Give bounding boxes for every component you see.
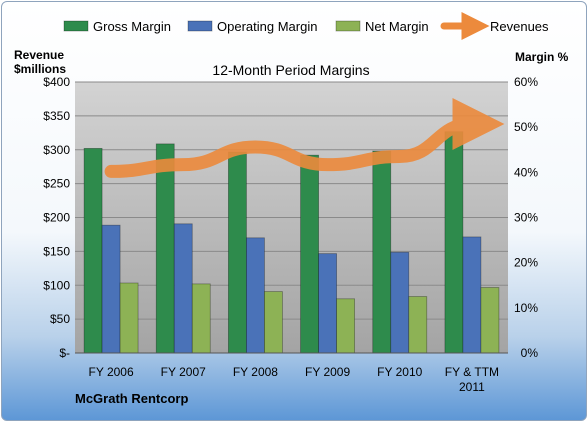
bar-gross-margin [228,151,247,354]
bar-net-margin [264,291,283,354]
right-tick-label: 20% [514,256,538,270]
bar-net-margin [480,287,500,354]
right-tick-label: 50% [514,120,538,134]
left-tick-label: $300 [43,143,70,157]
legend-swatch [63,20,89,32]
left-tick-label: $100 [43,278,70,292]
right-axis-label: Margin % [515,50,569,64]
left-tick-label: $250 [43,177,70,191]
bar-net-margin [191,283,211,354]
left-tick-label: $400 [43,75,70,89]
revenue-line [104,98,505,178]
left-axis-label-line2: $millions [14,62,66,76]
category-label: FY 2007 [161,365,206,379]
legend-label: Operating Margin [217,19,317,34]
left-tick-label: $150 [43,244,70,258]
legend-label: Revenues [490,19,549,34]
right-tick-label: 0% [521,346,539,360]
legend: Gross Margin Operating Margin Net Margin Re… [63,12,549,40]
bar-operating-margin [173,223,193,354]
category-label: FY 2010 [377,365,422,379]
revenue-line-group [104,98,505,178]
bar-operating-margin [101,224,121,354]
bar-net-margin [408,296,428,354]
right-axis: 0% 10% 20% 30% 40% 50% 60% [514,75,538,360]
right-tick-label: 40% [514,165,538,179]
company-name: McGrath Rentcorp [75,391,188,406]
bar-gross-margin [83,147,103,354]
bar-net-margin [336,298,355,354]
right-tick-label: 30% [514,211,538,225]
bar-gross-margin [300,154,319,354]
right-tick-label: 10% [514,301,538,315]
category-label: FY 2008 [233,365,278,379]
legend-label: Gross Margin [93,19,171,34]
chart-title: 12-Month Period Margins [212,62,369,78]
category-label: 2011 [459,380,485,394]
bar-gross-margin [155,143,175,354]
left-tick-label: $200 [43,211,70,225]
bar-gross-margin [444,131,464,354]
bar-net-margin [119,282,139,354]
bar-operating-margin [246,237,265,354]
bar-gross-margin [372,150,392,354]
left-tick-label: $- [59,346,70,360]
bar-operating-margin [390,251,410,354]
bar-operating-margin [462,236,482,354]
legend-label: Net Margin [365,19,429,34]
left-axis-label-line1: Revenue [14,48,64,62]
category-label: FY 2009 [305,365,350,379]
legend-swatch [335,20,361,32]
bar-operating-margin [318,253,337,354]
right-tick-label: 60% [514,75,538,89]
left-axis: $- $50 $100 $150 $200 $250 $300 $350 $400 [43,75,70,360]
category-label: FY & TTM [445,365,499,379]
bars-group [83,131,500,354]
category-label: FY 2006 [89,365,134,379]
legend-swatch [187,20,213,32]
x-axis: FY 2006 FY 2007 FY 2008 FY 2009 FY 2010 FY & … [75,352,508,394]
left-tick-label: $350 [43,109,70,123]
left-tick-label: $50 [50,312,70,326]
